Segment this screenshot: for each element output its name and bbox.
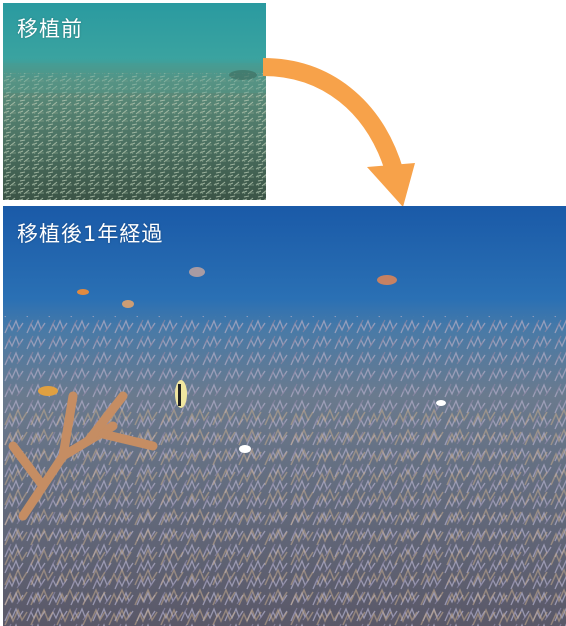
before-caption: 移植前: [17, 17, 83, 41]
after-transplant-photo: 移植後1年経過: [3, 206, 566, 626]
before-transplant-photo: 移植前: [3, 3, 266, 200]
before-seafloor-image: [3, 3, 266, 200]
after-reef-image: [3, 206, 566, 626]
curved-arrow-down-icon: [262, 58, 415, 207]
staghorn-coral-branch: [8, 391, 158, 521]
fish-group: [38, 267, 446, 453]
after-caption: 移植後1年経過: [17, 222, 164, 246]
